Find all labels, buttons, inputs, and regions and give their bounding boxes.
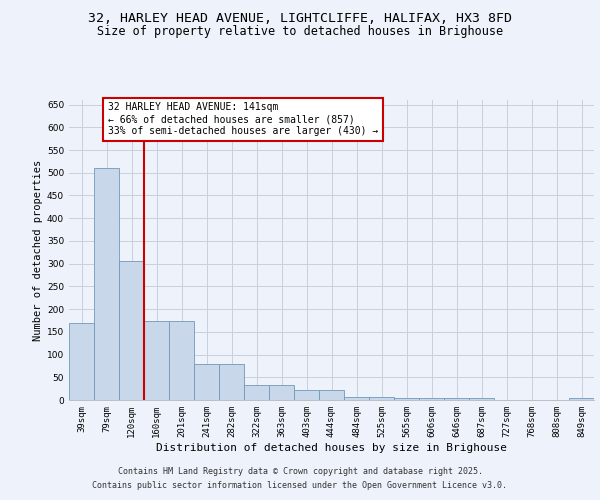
Text: Size of property relative to detached houses in Brighouse: Size of property relative to detached ho…	[97, 25, 503, 38]
Bar	[419, 398, 444, 400]
Bar	[94, 168, 119, 400]
Bar	[469, 398, 494, 400]
Bar	[369, 398, 394, 400]
Bar	[294, 390, 319, 400]
Y-axis label: Number of detached properties: Number of detached properties	[33, 160, 43, 340]
Bar	[194, 364, 219, 400]
Bar	[269, 385, 294, 400]
Bar	[319, 390, 344, 400]
Bar	[569, 398, 594, 400]
X-axis label: Distribution of detached houses by size in Brighouse: Distribution of detached houses by size …	[156, 442, 507, 452]
Bar	[119, 262, 144, 400]
Text: 32 HARLEY HEAD AVENUE: 141sqm
← 66% of detached houses are smaller (857)
33% of : 32 HARLEY HEAD AVENUE: 141sqm ← 66% of d…	[108, 102, 378, 136]
Bar	[344, 398, 369, 400]
Bar	[394, 398, 419, 400]
Bar	[219, 364, 244, 400]
Text: Contains public sector information licensed under the Open Government Licence v3: Contains public sector information licen…	[92, 481, 508, 490]
Text: Contains HM Land Registry data © Crown copyright and database right 2025.: Contains HM Land Registry data © Crown c…	[118, 467, 482, 476]
Bar	[169, 322, 194, 400]
Bar	[244, 385, 269, 400]
Bar	[144, 322, 169, 400]
Text: 32, HARLEY HEAD AVENUE, LIGHTCLIFFE, HALIFAX, HX3 8FD: 32, HARLEY HEAD AVENUE, LIGHTCLIFFE, HAL…	[88, 12, 512, 26]
Bar	[69, 322, 94, 400]
Bar	[444, 398, 469, 400]
